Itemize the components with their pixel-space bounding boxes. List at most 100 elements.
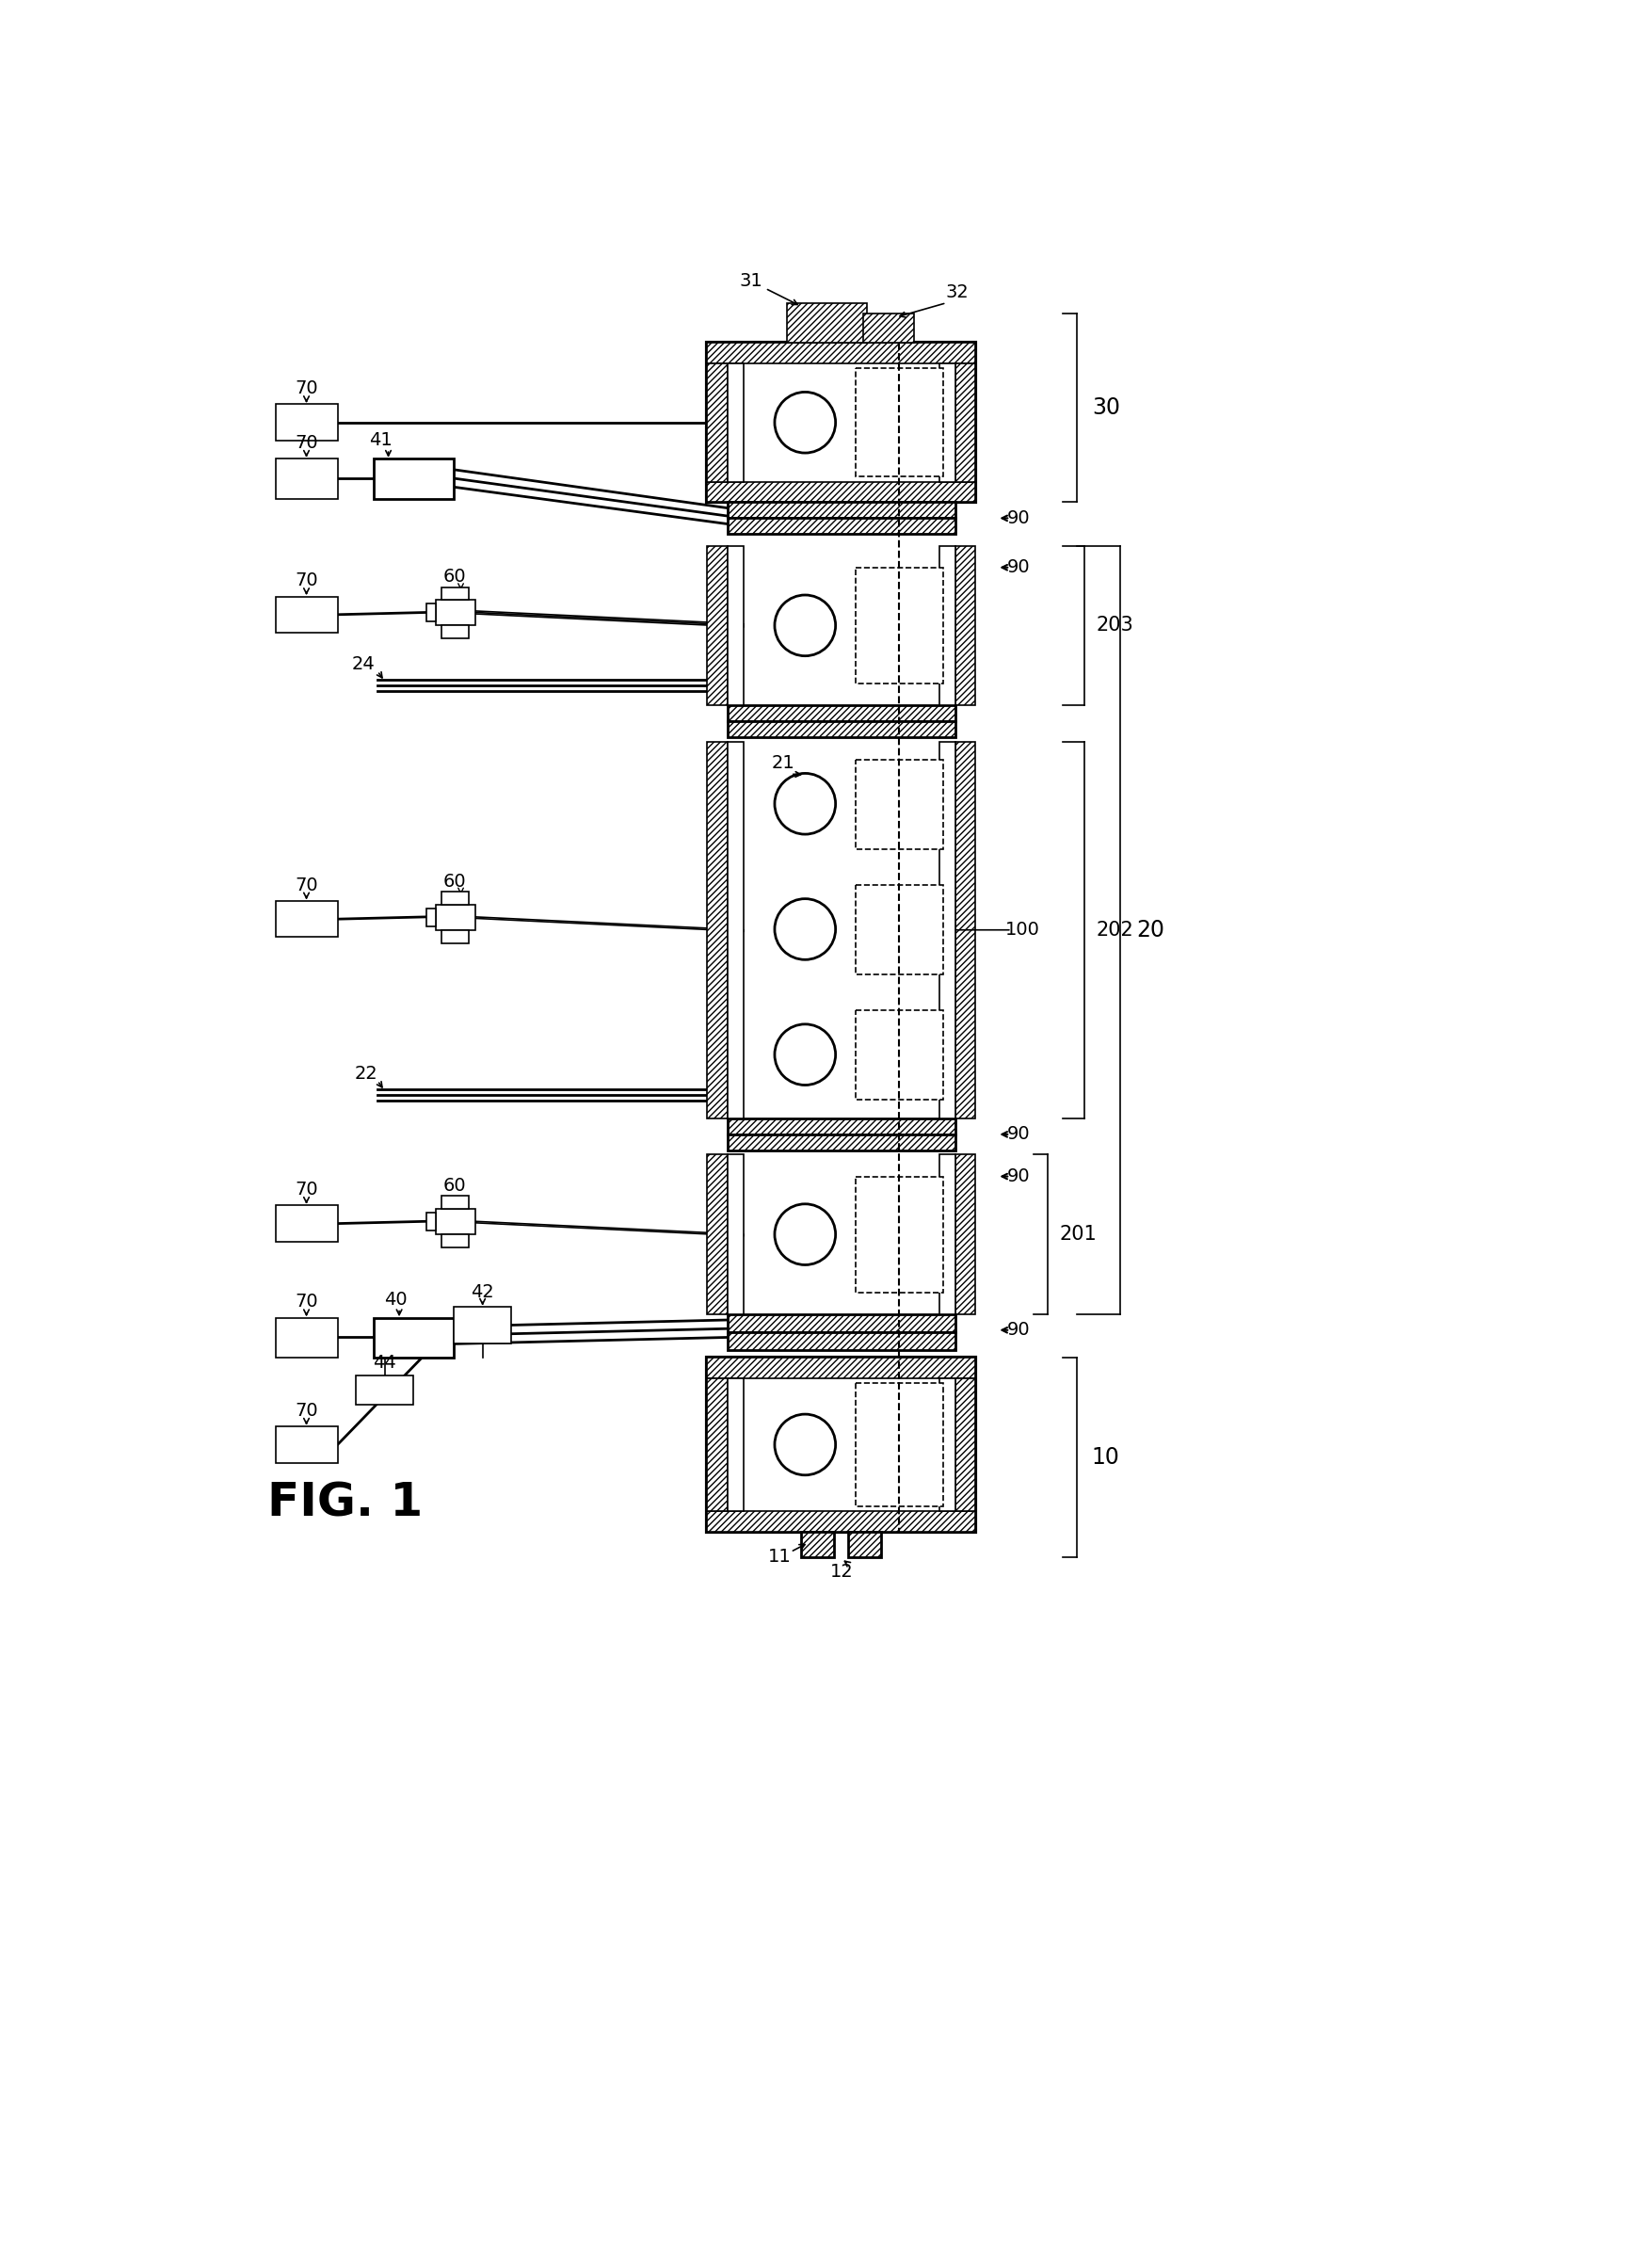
Bar: [276, 597, 337, 633]
Bar: [707, 545, 727, 705]
Bar: [355, 1376, 413, 1405]
Text: 31: 31: [738, 272, 762, 291]
Bar: [727, 518, 955, 534]
Text: 70: 70: [294, 1401, 317, 1419]
Text: 70: 70: [294, 378, 317, 396]
Bar: [434, 905, 476, 930]
Bar: [426, 604, 434, 622]
Text: 60: 60: [443, 1178, 466, 1196]
Bar: [727, 721, 955, 736]
Bar: [727, 545, 743, 705]
Text: 41: 41: [368, 432, 393, 450]
Text: 60: 60: [443, 872, 466, 890]
Text: 44: 44: [373, 1353, 396, 1371]
Bar: [276, 1317, 337, 1358]
Bar: [862, 313, 914, 342]
Bar: [441, 626, 469, 640]
Bar: [441, 588, 469, 599]
Bar: [938, 363, 955, 482]
Text: 202: 202: [1095, 921, 1133, 939]
Circle shape: [775, 772, 834, 833]
Bar: [373, 1317, 453, 1358]
Text: 80: 80: [889, 953, 910, 971]
Bar: [856, 1011, 942, 1099]
Text: 12: 12: [829, 1563, 852, 1581]
Bar: [955, 1378, 975, 1511]
Bar: [707, 363, 727, 482]
Bar: [441, 892, 469, 905]
Bar: [453, 1306, 510, 1342]
Bar: [955, 1155, 975, 1315]
Text: 80: 80: [889, 455, 910, 473]
Bar: [727, 1155, 743, 1315]
Bar: [727, 502, 955, 518]
Text: 80: 80: [889, 826, 910, 844]
Bar: [707, 1358, 975, 1531]
Circle shape: [775, 899, 834, 959]
Text: 90: 90: [1006, 1322, 1029, 1340]
Bar: [938, 741, 955, 1119]
Bar: [856, 568, 942, 682]
Bar: [955, 741, 975, 1119]
Text: 22: 22: [355, 1065, 378, 1083]
Text: 80: 80: [889, 1484, 910, 1502]
Text: 1: 1: [928, 1437, 942, 1453]
Bar: [441, 930, 469, 944]
Bar: [847, 1531, 881, 1556]
Text: 203: 203: [1095, 617, 1133, 635]
Text: 10: 10: [1092, 1446, 1120, 1468]
Bar: [786, 302, 866, 342]
Bar: [727, 1315, 955, 1333]
Bar: [707, 482, 975, 502]
Bar: [434, 1209, 476, 1234]
Text: 90: 90: [1006, 1167, 1029, 1185]
Text: 70: 70: [294, 435, 317, 453]
Bar: [276, 901, 337, 937]
Text: FIG. 1: FIG. 1: [268, 1480, 423, 1525]
Bar: [727, 741, 743, 1119]
Bar: [426, 1212, 434, 1232]
Bar: [856, 1176, 942, 1293]
Bar: [727, 1378, 743, 1511]
Text: 60: 60: [443, 568, 466, 586]
Text: 80: 80: [889, 662, 910, 678]
Text: 21: 21: [771, 754, 795, 772]
Text: 70: 70: [294, 572, 317, 590]
Bar: [727, 1333, 955, 1351]
Text: 20: 20: [1137, 919, 1165, 941]
Text: 32: 32: [945, 284, 968, 302]
Text: 24: 24: [352, 655, 375, 673]
Text: 100: 100: [1004, 921, 1039, 939]
Circle shape: [775, 392, 834, 453]
Bar: [707, 1155, 727, 1315]
Bar: [727, 1119, 955, 1135]
Bar: [856, 885, 942, 975]
Bar: [727, 705, 955, 721]
Bar: [856, 1383, 942, 1507]
Bar: [856, 759, 942, 849]
Bar: [707, 342, 975, 502]
Bar: [276, 1426, 337, 1464]
Bar: [441, 1196, 469, 1209]
Bar: [938, 545, 955, 705]
Text: 30: 30: [1092, 396, 1120, 419]
Bar: [938, 1155, 955, 1315]
Bar: [276, 459, 337, 498]
Bar: [373, 459, 453, 498]
Bar: [727, 363, 743, 482]
Bar: [707, 1378, 727, 1511]
Text: 80: 80: [889, 1270, 910, 1288]
Bar: [938, 1378, 955, 1511]
Circle shape: [775, 1414, 834, 1475]
Text: 90: 90: [1006, 1126, 1029, 1144]
Text: 201: 201: [1059, 1225, 1097, 1243]
Bar: [707, 1358, 975, 1378]
Text: 70: 70: [294, 1293, 317, 1311]
Bar: [426, 908, 434, 926]
Bar: [707, 741, 727, 1119]
Bar: [801, 1531, 834, 1556]
Text: 70: 70: [294, 876, 317, 894]
Circle shape: [775, 1025, 834, 1085]
Bar: [707, 342, 975, 363]
Text: 90: 90: [1006, 558, 1029, 577]
